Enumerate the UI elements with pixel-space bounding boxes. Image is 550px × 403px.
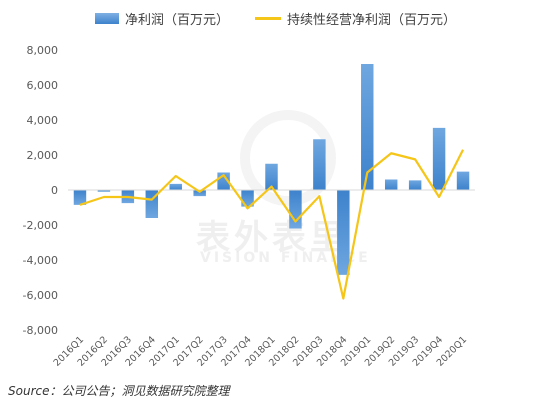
legend-item-continuing-profit: 持续性经营净利润（百万元） <box>255 9 456 28</box>
bar-net-profit <box>432 127 446 190</box>
bar-net-profit <box>169 183 182 190</box>
y-tick-label: 2,000 <box>27 149 59 162</box>
bar-net-profit <box>193 190 206 197</box>
legend-label-net-profit: 净利润（百万元） <box>125 13 230 28</box>
bar-net-profit <box>289 190 302 229</box>
bar-net-profit <box>73 190 87 205</box>
bar-net-profit <box>408 180 422 190</box>
y-tick-label: -4,000 <box>23 254 58 267</box>
bar-net-profit <box>456 171 470 190</box>
legend-swatch-bar <box>95 13 119 24</box>
bar-net-profit <box>313 139 326 190</box>
y-tick-label: -6,000 <box>23 289 58 302</box>
source-note: Source：公司公告；洞见数据研究院整理 <box>8 384 230 398</box>
y-tick-label: 8,000 <box>27 44 59 57</box>
bar-net-profit <box>384 179 398 190</box>
bar-series <box>73 64 470 275</box>
y-tick-label: 4,000 <box>27 114 59 127</box>
y-axis-labels: 8,000 6,000 4,000 2,000 0 -2,000 -4,000 -6,000 -… <box>23 44 58 337</box>
legend-swatch-line <box>255 17 282 20</box>
x-axis-labels: 2016Q12016Q22016Q32016Q42017Q12017Q22017… <box>52 334 469 368</box>
y-tick-label: -2,000 <box>23 219 58 232</box>
y-tick-label: 6,000 <box>27 79 59 92</box>
bar-net-profit <box>265 163 278 190</box>
bar-net-profit <box>361 64 374 190</box>
legend-item-net-profit: 净利润（百万元） <box>95 9 229 28</box>
bar-net-profit <box>337 190 350 275</box>
chart-legend: 净利润（百万元） 持续性经营净利润（百万元） <box>95 9 482 28</box>
bar-net-profit <box>97 190 111 192</box>
y-tick-label: 0 <box>51 184 58 197</box>
legend-label-continuing-profit: 持续性经营净利润（百万元） <box>287 13 457 28</box>
y-tick-label: -8,000 <box>23 324 58 337</box>
line-series <box>79 149 465 300</box>
